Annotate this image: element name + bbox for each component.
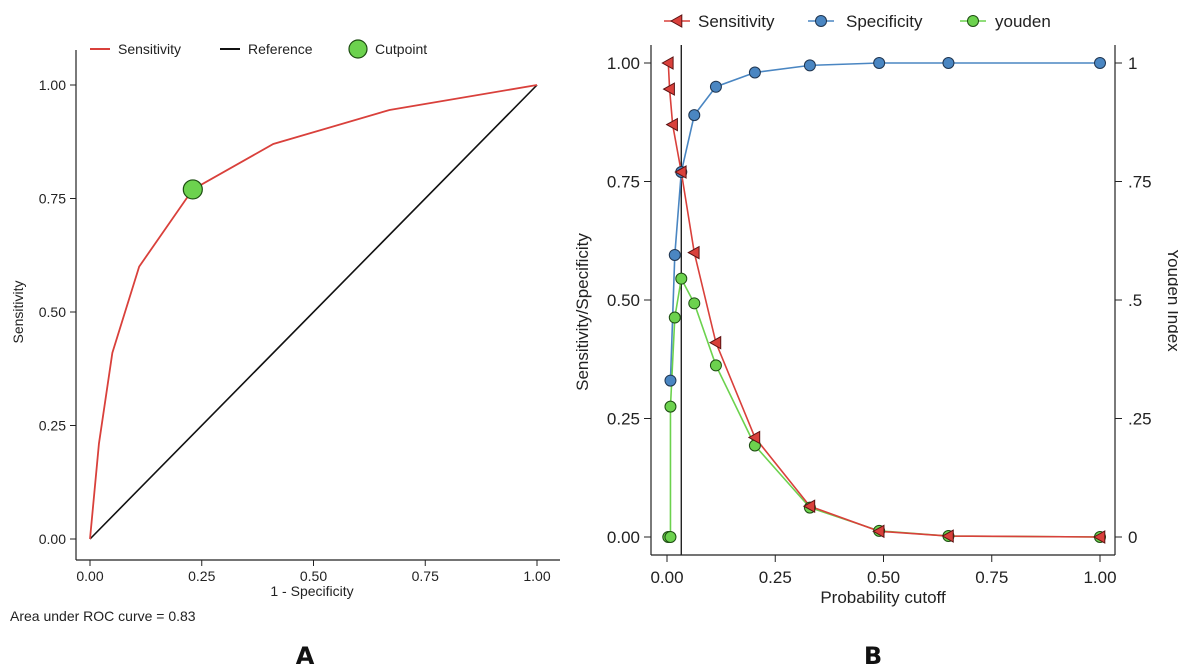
y2-tick-label-b: .5 <box>1128 291 1142 310</box>
legend-key-specificity-b <box>815 15 827 27</box>
y2-tick-label-b: 0 <box>1128 528 1137 547</box>
youden-point <box>664 400 677 413</box>
y2-tick-label-b: .25 <box>1128 410 1152 429</box>
legend-label-specificity-b: Specificity <box>846 12 923 31</box>
legend-label-youden-b: youden <box>995 12 1051 31</box>
y-axis-label-a: Sensitivity <box>10 280 26 343</box>
sensitivity-point <box>665 117 678 132</box>
marks-a <box>89 84 538 540</box>
x-tick-label-a: 0.75 <box>412 568 439 584</box>
x-tick-label-a: 0.50 <box>300 568 327 584</box>
sensitivity-line <box>667 62 1101 538</box>
auc-annotation: Area under ROC curve = 0.83 <box>10 608 196 624</box>
legend-label-sensitivity-a: Sensitivity <box>118 41 181 57</box>
sensitivity-point <box>708 335 722 350</box>
specificity-point <box>664 374 677 387</box>
y2-tick-label-b: .75 <box>1128 173 1152 192</box>
y-tick-label-b: 0.50 <box>607 291 640 310</box>
sensitivity-point <box>747 430 761 445</box>
y2-axis-label-b: Youden Index <box>1164 248 1178 352</box>
x-tick-label-b: 0.50 <box>867 568 900 587</box>
x-tick-label-a: 0.00 <box>76 568 103 584</box>
legend-a: Sensitivity Reference Cutpoint <box>90 39 427 59</box>
axes-b: 0.00 0.25 0.50 0.75 1.000.000.250.500.751.00… <box>607 45 1152 587</box>
specificity-point <box>803 59 816 72</box>
x-tick-label-b: 0.00 <box>650 568 683 587</box>
specificity-point <box>709 80 722 93</box>
x-tick-label-a: 0.25 <box>188 568 215 584</box>
x-tick-label-a: 1.00 <box>523 568 550 584</box>
reference-line <box>89 84 538 540</box>
x-tick-label-b: 1.00 <box>1083 568 1116 587</box>
sensitivity-point <box>687 245 700 260</box>
y-tick-label-b: 1.00 <box>607 54 640 73</box>
axes-a: 0.00 0.25 0.50 0.75 1.00 0.00 0.25 0.50 0.75 1.00 <box>39 50 560 584</box>
panel-label-b: B <box>864 642 882 670</box>
youden-line <box>668 276 1101 538</box>
sensitivity-point <box>661 56 674 70</box>
legend-label-cutpoint-a: Cutpoint <box>375 41 427 57</box>
specificity-point <box>873 57 886 69</box>
y-tick-label-b: 0.25 <box>607 410 640 429</box>
youden-point <box>709 359 722 372</box>
youden-point <box>668 311 681 324</box>
youden-point <box>675 272 688 285</box>
sensitivity-point <box>941 529 954 543</box>
x-tick-label-b: 0.25 <box>759 568 792 587</box>
marks-b <box>661 45 1106 555</box>
legend-key-youden-b <box>967 15 979 27</box>
panel-a: Sensitivity Reference Cutpoint 0.00 0.25 0.5… <box>10 39 560 670</box>
youden-point <box>688 297 701 310</box>
specificity-point <box>668 248 681 261</box>
legend-key-cutpoint-a <box>348 39 368 59</box>
panel-label-a: A <box>296 642 315 670</box>
specificity-point <box>748 66 761 79</box>
y-tick-label-a: 0.75 <box>39 191 66 207</box>
legend-label-sensitivity-b: Sensitivity <box>698 12 775 31</box>
y-tick-label-b: 0.00 <box>607 528 640 547</box>
sensitivity-point <box>802 499 816 514</box>
y2-tick-label-b: 1 <box>1128 54 1137 73</box>
y-tick-label-a: 0.50 <box>39 304 66 320</box>
y-tick-label-b: 0.75 <box>607 173 640 192</box>
sensitivity-point <box>674 165 687 179</box>
x-tick-label-b: 0.75 <box>975 568 1008 587</box>
sensitivity-point <box>662 82 675 96</box>
specificity-line <box>669 62 1100 381</box>
specificity-point <box>942 57 955 69</box>
legend-b: Sensitivity Specificity youden <box>664 12 1051 31</box>
sensitivity-point <box>1092 530 1106 544</box>
y-tick-label-a: 0.25 <box>39 418 66 434</box>
legend-key-sensitivity-b <box>669 14 683 28</box>
panel-b: Sensitivity Specificity youden 0.00 0.25 0.5… <box>573 12 1178 670</box>
roc-curve-line <box>89 84 538 540</box>
specificity-point <box>688 109 701 122</box>
specificity-point <box>1094 57 1106 69</box>
cutpoint-marker <box>182 179 203 200</box>
y-tick-label-a: 1.00 <box>39 77 66 93</box>
x-axis-label-b: Probability cutoff <box>820 588 946 607</box>
sensitivity-point <box>872 524 885 539</box>
youden-point <box>664 531 677 543</box>
x-axis-label-a: 1 - Specificity <box>270 583 353 599</box>
y-tick-label-a: 0.00 <box>39 531 66 547</box>
legend-label-reference-a: Reference <box>248 41 313 57</box>
y-axis-label-b: Sensitivity/Specificity <box>573 233 592 391</box>
